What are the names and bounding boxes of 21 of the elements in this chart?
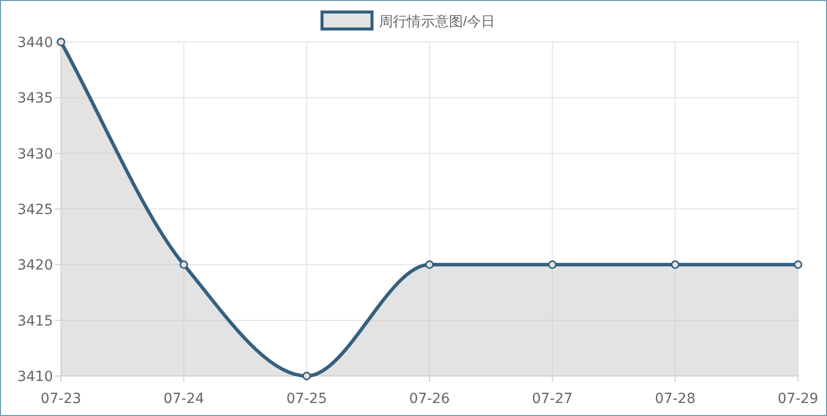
point <box>180 260 188 269</box>
legend-label: 周行情示意图/今日 <box>379 13 495 29</box>
x-tick-label: 07-25 <box>286 391 328 407</box>
point <box>302 372 311 380</box>
y-tick-label: 3410 <box>17 369 53 385</box>
y-tick-label: 3440 <box>17 35 53 51</box>
x-tick-label: 07-27 <box>532 391 573 407</box>
point <box>670 260 680 269</box>
y-tick-label: 3430 <box>17 146 53 162</box>
point <box>794 260 802 269</box>
point <box>548 260 557 269</box>
y-tick-label: 3435 <box>17 90 53 107</box>
x-tick-label: 07-24 <box>163 391 204 407</box>
y-tick-label: 3425 <box>17 202 53 218</box>
y-tick-label: 3420 <box>17 258 53 274</box>
x-tick-label: 07-26 <box>409 391 450 407</box>
y-tick-label: 3415 <box>17 313 53 330</box>
point <box>425 260 434 269</box>
x-tick-label: 07-29 <box>778 391 818 407</box>
x-tick-label: 07-28 <box>654 391 696 407</box>
x-tick-label: 07-23 <box>40 391 82 407</box>
